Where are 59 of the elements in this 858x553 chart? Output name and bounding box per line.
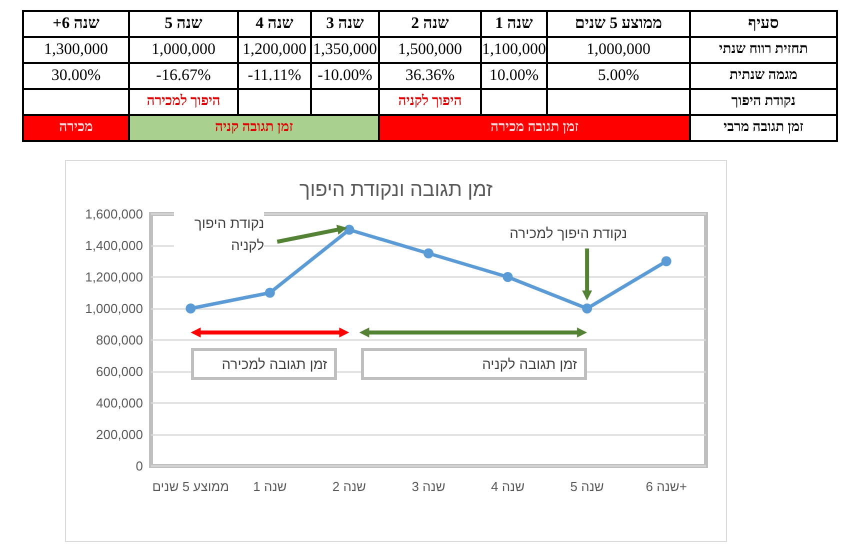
point xyxy=(344,224,354,235)
category-label: תחזית רווח שנתי xyxy=(719,42,808,57)
point xyxy=(661,256,672,266)
x-tick-label: שנה 6+ xyxy=(646,479,687,494)
x-tick-label: ממוצע 5 שנים xyxy=(152,479,230,494)
y-tick-label: 400,000 xyxy=(96,396,143,410)
x-tick-label: שנה 2 xyxy=(332,479,366,494)
text: 36.36% xyxy=(405,67,455,84)
text: 5.00% xyxy=(598,67,640,84)
text: מכירה xyxy=(59,120,93,135)
chart-title: זמן תגובה ונקודת היפוך xyxy=(299,179,494,201)
annotation: זמן תגובה לקניה xyxy=(482,354,578,373)
x-tick-label: שנה 1 xyxy=(253,479,287,494)
text: זמן תגובה מכירה xyxy=(490,120,579,135)
x-tick-label: שנה 3 xyxy=(412,479,446,494)
text: -11.11% xyxy=(248,67,302,84)
y-tick-label: 0 xyxy=(136,458,143,474)
category-label: שנה 6+ xyxy=(23,11,129,37)
y-tick-label: 200,000 xyxy=(96,427,143,442)
point xyxy=(264,288,275,298)
x-tick-label: שנה 4 xyxy=(490,479,525,494)
text: 10.00% xyxy=(489,67,539,84)
text: היפוך לקניה xyxy=(398,94,462,109)
text: -10.00% xyxy=(318,67,372,84)
category-label: שנה 4 xyxy=(238,11,311,37)
annotation: נקודת היפוך למכירה xyxy=(487,222,628,242)
point xyxy=(582,304,592,314)
text: 1,000,000 xyxy=(586,41,650,58)
text: -16.67% xyxy=(156,67,211,84)
category-label: ממוצע 5 שנים xyxy=(547,11,690,37)
text: היפוך למכירה xyxy=(146,94,220,109)
text: 1,200,000 xyxy=(242,41,306,58)
y-tick-label: 1,200,000 xyxy=(85,270,143,284)
point xyxy=(502,272,513,282)
text: 1,350,000 xyxy=(313,41,377,58)
text: סעיף xyxy=(690,11,837,37)
category-label: מגמה שנתית xyxy=(730,68,798,83)
x-tick-label: שנה 5 xyxy=(570,479,604,494)
point xyxy=(186,304,196,314)
y-tick-label: 800,000 xyxy=(96,332,143,348)
text: 1,300,000 xyxy=(44,41,108,58)
text: זמן תגובה קניה xyxy=(214,120,294,135)
annotation: זמן תגובה למכירה xyxy=(222,354,328,373)
category-label: שנה 3 xyxy=(311,11,379,37)
category-label: שנה 1 xyxy=(481,11,547,37)
y-tick-label: 600,000 xyxy=(96,364,143,379)
y-tick-label: 1,600,000 xyxy=(85,206,143,222)
text: 1,500,000 xyxy=(398,41,462,58)
y-tick-label: 1,000,000 xyxy=(85,301,143,316)
y-tick-label: 1,400,000 xyxy=(85,238,143,253)
text: 30.00% xyxy=(51,67,101,84)
category-label: שנה 2 xyxy=(379,11,481,37)
annotation: נקודת היפוך לקניה xyxy=(174,212,264,256)
category-label: שנה 5 xyxy=(129,11,238,37)
category-label: נקודת היפוך xyxy=(731,94,796,109)
point xyxy=(424,248,434,258)
text: 1,000,000 xyxy=(152,41,216,58)
category-label: זמן תגובה מרבי xyxy=(724,120,804,135)
text: 1,100,000 xyxy=(482,41,546,58)
